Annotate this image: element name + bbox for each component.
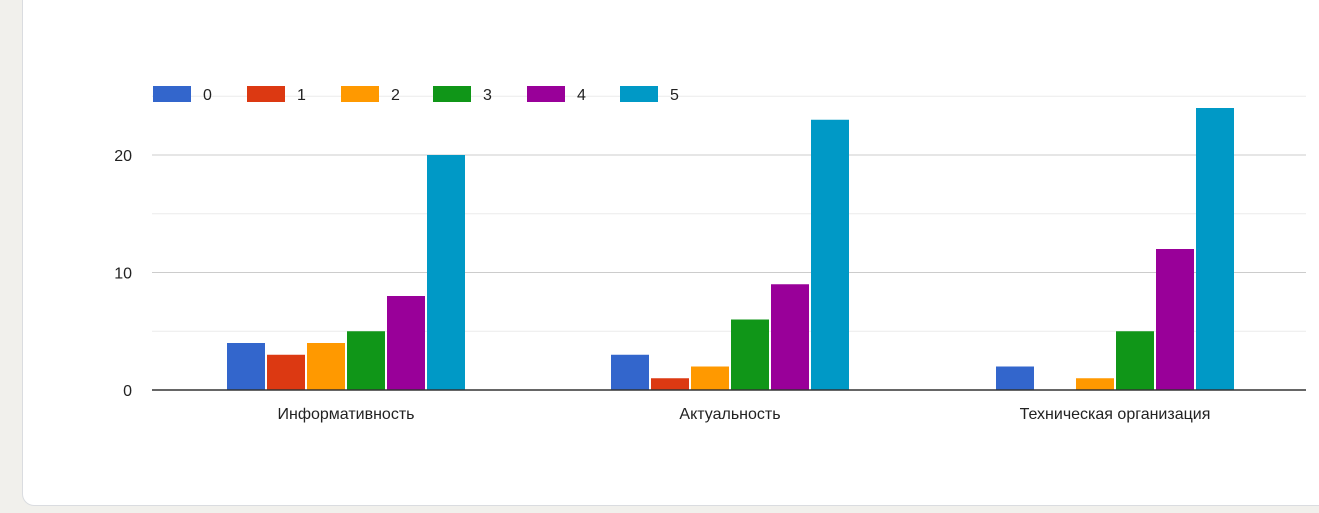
y-tick-label: 10 xyxy=(114,266,132,283)
bar-4-2 xyxy=(771,284,809,390)
legend-swatch-5 xyxy=(620,86,658,102)
bar-0-1 xyxy=(227,343,265,390)
legend-label: 1 xyxy=(297,87,306,104)
bar-2-2 xyxy=(691,366,729,390)
legend-swatch-3 xyxy=(433,86,471,102)
legend-swatch-2 xyxy=(341,86,379,102)
bar-1-1 xyxy=(267,354,305,390)
bar-4-3 xyxy=(1156,249,1194,390)
legend-label: 2 xyxy=(391,87,400,104)
bar-0-3 xyxy=(996,366,1034,390)
y-tick-label: 0 xyxy=(123,383,132,400)
x-category-label: Техническая организация xyxy=(1020,406,1211,423)
bar-0-2 xyxy=(611,354,649,390)
legend-swatch-0 xyxy=(153,86,191,102)
bar-5-3 xyxy=(1196,108,1234,390)
bar-1-2 xyxy=(651,378,689,390)
bar-3-2 xyxy=(731,319,769,390)
bar-3-3 xyxy=(1116,331,1154,390)
bar-2-3 xyxy=(1076,378,1114,390)
legend-swatch-1 xyxy=(247,86,285,102)
bars xyxy=(227,108,1234,390)
x-category-label: Информативность xyxy=(277,406,414,423)
legend-label: 4 xyxy=(577,87,586,104)
legend-label: 5 xyxy=(670,87,679,104)
bar-3-1 xyxy=(347,331,385,390)
legend-swatch-4 xyxy=(527,86,565,102)
bar-2-1 xyxy=(307,343,345,390)
bar-5-2 xyxy=(811,119,849,390)
bar-5-1 xyxy=(427,155,465,390)
legend-label: 3 xyxy=(483,87,492,104)
legend-label: 0 xyxy=(203,87,212,104)
legend: 0 1 2 3 4 5 xyxy=(153,86,679,104)
gridlines xyxy=(152,95,1306,332)
y-tick-label: 20 xyxy=(114,148,132,165)
chart-card xyxy=(22,0,1319,506)
x-category-label: Актуальность xyxy=(679,406,780,423)
axes: 0 10 20 Информативность Актуальность Техничес… xyxy=(114,148,1306,423)
bar-4-1 xyxy=(387,296,425,390)
